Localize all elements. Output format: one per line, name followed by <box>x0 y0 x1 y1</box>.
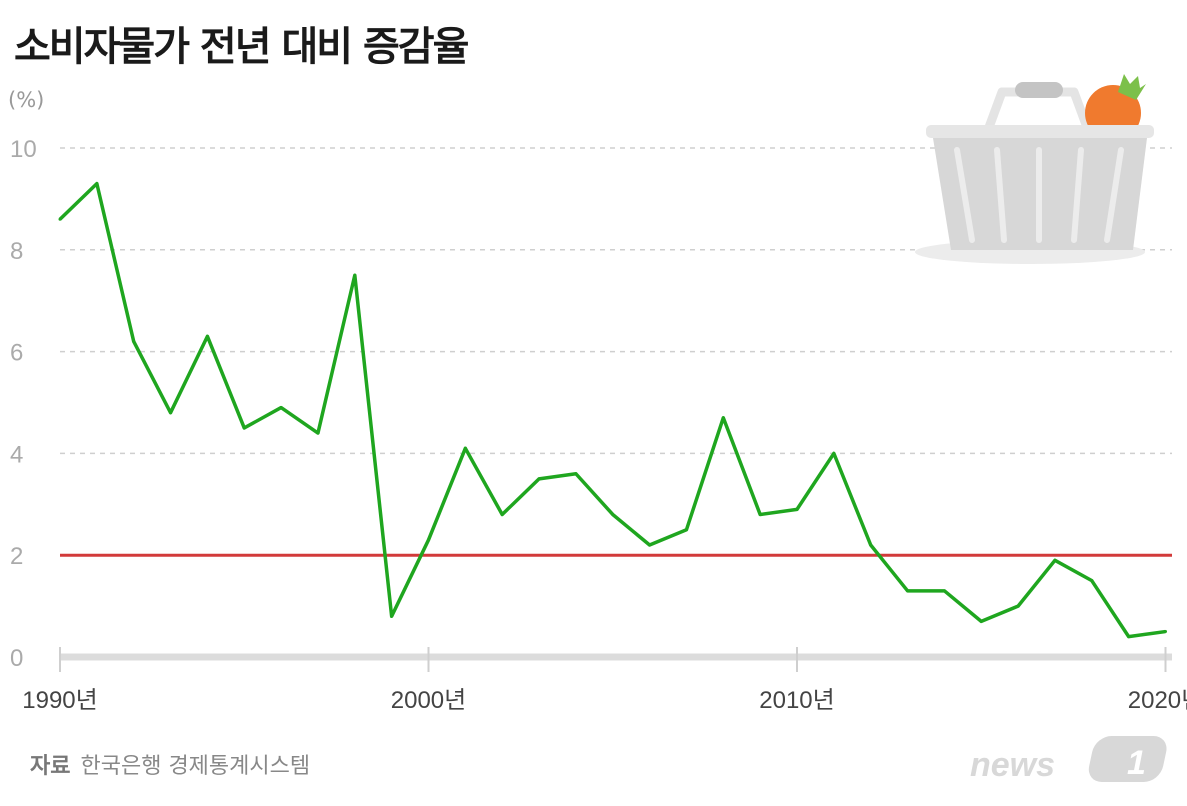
data-point <box>390 614 394 618</box>
data-point <box>169 411 173 415</box>
data-point <box>574 472 578 476</box>
data-point <box>427 538 430 542</box>
data-point <box>648 543 652 547</box>
data-point <box>721 416 725 420</box>
data-point <box>906 589 910 593</box>
x-tick-label: 2010년 <box>759 687 834 714</box>
news1-logo: news 1 <box>970 736 1167 784</box>
y-tick-label: 10 <box>10 136 37 163</box>
data-point <box>684 528 688 532</box>
y-tick-label: 8 <box>10 238 23 265</box>
x-tick-label: 1990년 <box>22 687 97 714</box>
data-point <box>1164 630 1167 634</box>
data-point <box>1016 604 1020 608</box>
data-point <box>1127 635 1131 639</box>
source-label: 자료 <box>30 754 71 779</box>
x-tick-label: 2020년 <box>1128 687 1187 714</box>
data-point <box>463 446 467 450</box>
data-point <box>279 406 283 410</box>
data-point <box>58 217 62 221</box>
data-point <box>500 512 504 516</box>
data-point <box>132 339 136 343</box>
data-point <box>611 512 615 516</box>
data-point <box>242 426 246 430</box>
data-point <box>758 512 762 516</box>
y-tick-label: 0 <box>10 645 23 672</box>
data-point <box>942 589 946 593</box>
data-point <box>537 477 541 481</box>
data-point <box>1090 579 1094 583</box>
data-point <box>869 543 873 547</box>
data-point <box>95 182 99 186</box>
data-point <box>979 619 983 623</box>
y-axis-unit: (%) <box>8 88 45 112</box>
data-point <box>316 431 320 435</box>
svg-text:1: 1 <box>1127 744 1146 782</box>
data-point <box>795 507 799 511</box>
source-note: 자료 한국은행 경제통계시스템 <box>30 748 310 780</box>
shopping-basket-icon <box>915 74 1154 264</box>
data-point <box>353 273 357 277</box>
y-tick-label: 2 <box>10 543 23 570</box>
x-tick-label: 2000년 <box>391 687 466 714</box>
data-point <box>205 334 209 338</box>
data-point <box>832 451 836 455</box>
chart-title: 소비자물가 전년 대비 증감율 <box>14 24 469 70</box>
svg-text:news: news <box>970 746 1055 784</box>
source-text: 한국은행 경제통계시스템 <box>80 754 311 779</box>
y-tick-label: 6 <box>10 340 23 367</box>
y-tick-label: 4 <box>10 441 23 468</box>
data-point <box>1053 558 1057 562</box>
